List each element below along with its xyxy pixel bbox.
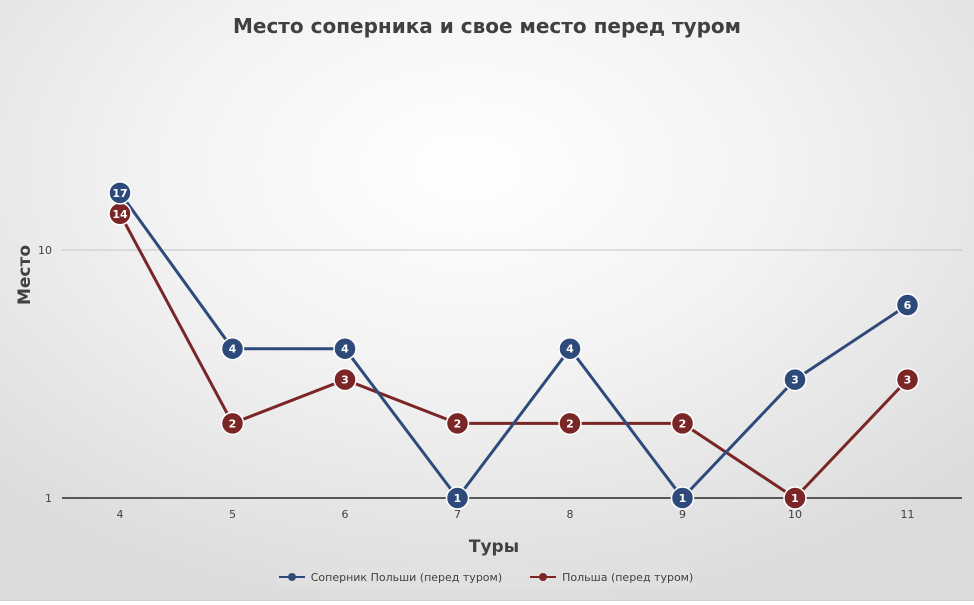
- chart-title: Место соперника и свое место перед туром: [232, 14, 741, 38]
- data-point: [220, 336, 245, 361]
- data-point: [220, 411, 245, 436]
- x-tick-label: 4: [117, 508, 124, 521]
- data-label: 2: [229, 417, 237, 430]
- x-tick-label: 8: [567, 508, 574, 521]
- data-label: 4: [341, 343, 349, 356]
- data-point: [445, 411, 470, 436]
- legend-swatch-poland: [530, 572, 557, 582]
- legend-swatch-rival: [278, 572, 305, 582]
- legend-label-rival: Соперник Польши (перед туром): [310, 570, 503, 584]
- data-point: [445, 486, 470, 510]
- data-label: 3: [341, 374, 349, 387]
- data-label: 6: [904, 299, 912, 312]
- data-label: 4: [566, 343, 574, 356]
- legend-item-rival: Соперник Польши (перед туром): [278, 570, 503, 584]
- data-point: [670, 411, 695, 436]
- y-axis-title: Место: [15, 245, 35, 305]
- data-label: 1: [454, 492, 462, 505]
- legend: Соперник Польши (перед туром) Польша (пе…: [278, 566, 694, 588]
- data-label: 1: [791, 492, 799, 505]
- x-tick-label: 7: [454, 508, 461, 521]
- data-point: [670, 486, 695, 510]
- data-label: 3: [904, 374, 912, 387]
- data-point: [333, 367, 357, 392]
- y-tick-label: 10: [38, 244, 52, 257]
- data-point: [895, 367, 920, 392]
- legend-label-poland: Польша (перед туром): [562, 570, 694, 584]
- x-tick-label: 9: [679, 508, 686, 521]
- data-label: 1: [679, 492, 687, 505]
- gridlines: [62, 249, 962, 499]
- data-label: 2: [679, 417, 687, 430]
- y-tick-label: 1: [45, 492, 52, 505]
- series-line-0: [118, 191, 909, 500]
- data-point: [783, 367, 807, 392]
- data-label: 17: [112, 187, 127, 200]
- bottom-strip: [0, 600, 974, 605]
- x-tick-label: 5: [229, 508, 236, 521]
- legend-item-poland: Польша (перед туром): [530, 571, 693, 584]
- data-point: [333, 336, 357, 361]
- x-tick-label: 11: [901, 508, 915, 521]
- data-point: [558, 411, 582, 436]
- data-label: 3: [791, 374, 799, 387]
- data-label: 14: [112, 208, 128, 221]
- data-point: [558, 336, 582, 361]
- x-tick-label: 6: [342, 508, 349, 521]
- x-axis-title: Туры: [469, 537, 519, 557]
- data-point: [108, 181, 132, 205]
- data-label: 2: [566, 417, 574, 430]
- data-label: 4: [229, 343, 237, 356]
- data-point: [895, 293, 920, 317]
- data-point: [783, 486, 807, 510]
- data-label: 2: [454, 417, 462, 430]
- x-tick-label: 10: [788, 508, 802, 521]
